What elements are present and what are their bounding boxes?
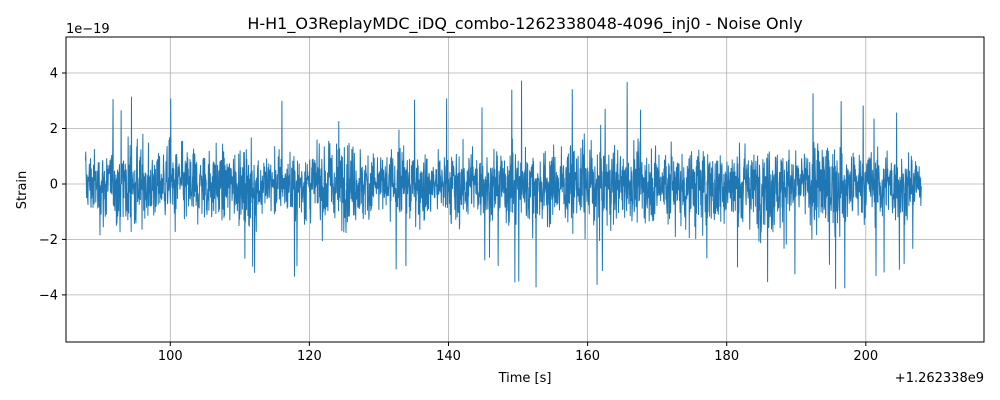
x-tick-label: 180 <box>714 349 739 364</box>
chart-title: H-H1_O3ReplayMDC_iDQ_combo-1262338048-40… <box>247 14 802 34</box>
x-tick-label: 120 <box>297 349 322 364</box>
x-tick-label: 160 <box>575 349 600 364</box>
x-tick-label: 200 <box>853 349 878 364</box>
y-tick-label: −4 <box>39 288 58 303</box>
x-tick-label: 100 <box>158 349 183 364</box>
y-axis-ticks: −4 −2 0 2 4 <box>39 67 66 303</box>
plot-frame <box>65 36 985 343</box>
x-axis-ticks: 100 120 140 160 180 200 <box>158 342 878 364</box>
y-scale-label: 1e−19 <box>66 22 110 37</box>
y-tick-label: 2 <box>50 122 58 137</box>
y-tick-label: 4 <box>50 67 58 82</box>
series-layer <box>84 80 922 289</box>
y-axis-label: Strain <box>15 171 30 210</box>
x-axis-label: Time [s] <box>498 371 552 386</box>
x-tick-label: 140 <box>436 349 461 364</box>
strain-series-line <box>84 80 922 289</box>
x-offset-label: +1.262338e9 <box>895 371 984 386</box>
y-tick-label: −2 <box>39 233 58 248</box>
y-tick-label: 0 <box>50 178 58 193</box>
